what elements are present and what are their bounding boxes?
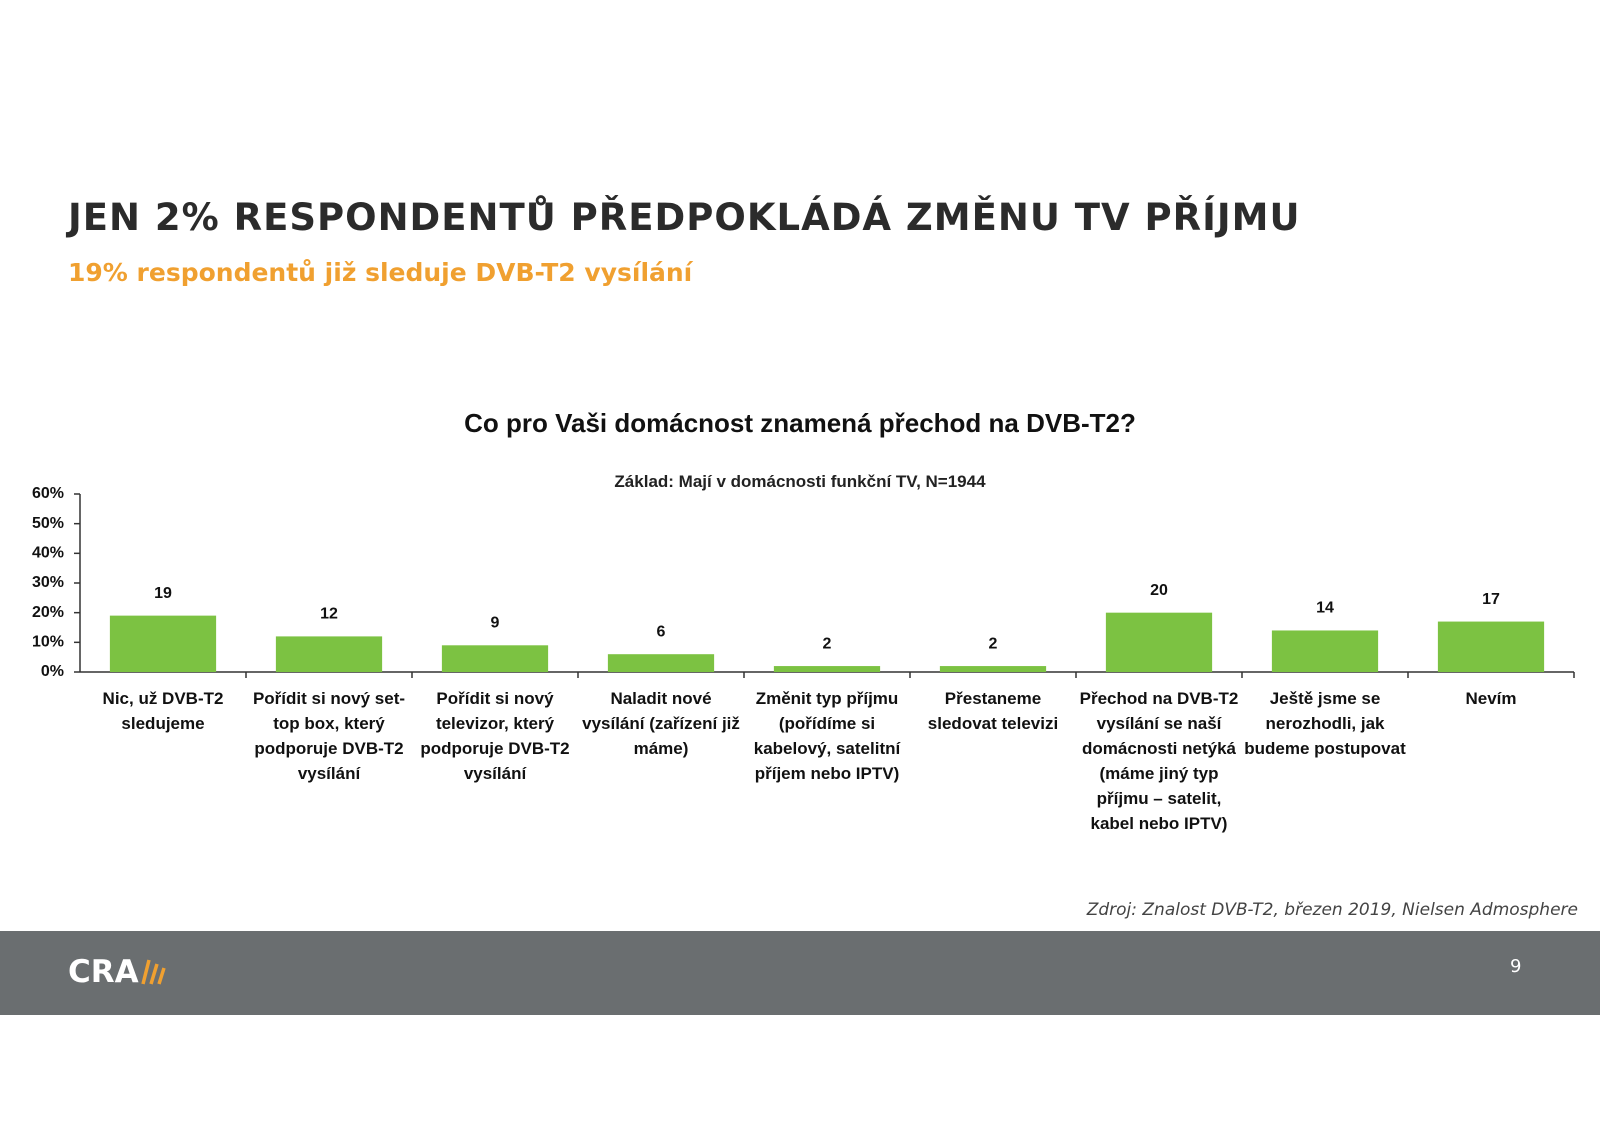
logo: CRA <box>68 954 169 990</box>
slide-title: JEN 2% RESPONDENTŮ PŘEDPOKLÁDÁ ZMĚNU TV … <box>68 196 1301 239</box>
chart-subtitle: Základ: Mají v domácnosti funkční TV, N=… <box>614 472 986 491</box>
x-tick-label: Pořídit si nový set-top box, který podpo… <box>252 689 406 783</box>
bar <box>109 615 217 672</box>
logo-text: CRA <box>68 954 139 990</box>
x-tick-label: Pořídit si nový televizor, který podporu… <box>420 689 570 783</box>
bar <box>1437 621 1545 672</box>
value-label: 12 <box>320 606 338 623</box>
chart: 0% 10% 20% 30% 40% 50% 60% 19 12 9 6 2 2 20 14 17 <box>32 485 1575 680</box>
bar <box>607 654 715 672</box>
y-tick-label: 0% <box>41 663 64 680</box>
bar <box>441 645 549 672</box>
slide-subtitle: 19% respondentů již sleduje DVB-T2 vysíl… <box>68 258 693 287</box>
bar <box>773 666 881 672</box>
value-label: 2 <box>989 635 998 652</box>
value-label: 2 <box>823 635 832 652</box>
y-tick-label: 50% <box>32 515 64 532</box>
value-label: 9 <box>491 615 500 632</box>
x-tick-label: Přechod na DVB-T2 vysílání se naší domác… <box>1079 689 1239 833</box>
value-label: 17 <box>1482 591 1500 608</box>
bar <box>1271 630 1379 672</box>
y-tick-label: 40% <box>32 545 64 562</box>
value-label: 20 <box>1150 582 1168 599</box>
x-tick-label: Ještě jsme se nerozhodli, jak budeme pos… <box>1244 689 1406 758</box>
y-tick-label: 10% <box>32 634 64 651</box>
bar <box>939 666 1047 672</box>
y-tick-label: 20% <box>32 604 64 621</box>
x-tick-label: Nevím <box>1465 689 1517 708</box>
value-label: 19 <box>154 585 172 602</box>
source: Zdroj: Znalost DVB-T2, březen 2019, Niel… <box>1086 900 1578 920</box>
value-label: 14 <box>1316 600 1334 617</box>
y-tick-label: 30% <box>32 574 64 591</box>
x-tick-label: Nic, už DVB-T2 sledujeme <box>102 689 224 733</box>
chart-title: Co pro Vaši domácnost znamená přechod na… <box>464 408 1136 438</box>
logo-mark <box>140 959 166 985</box>
value-label: 6 <box>657 623 666 640</box>
x-tick-label: Změnit typ příjmu (pořídíme si kabelový,… <box>753 689 901 783</box>
x-tick-label: Přestaneme sledovat televizi <box>927 689 1059 733</box>
page-number: 9 <box>1510 956 1522 977</box>
footer <box>0 931 1600 1015</box>
y-tick-label: 60% <box>32 485 64 502</box>
bar <box>275 636 383 672</box>
bar <box>1105 612 1213 672</box>
x-tick-label: Naladit nové vysílání (zařízení již máme… <box>582 689 740 758</box>
